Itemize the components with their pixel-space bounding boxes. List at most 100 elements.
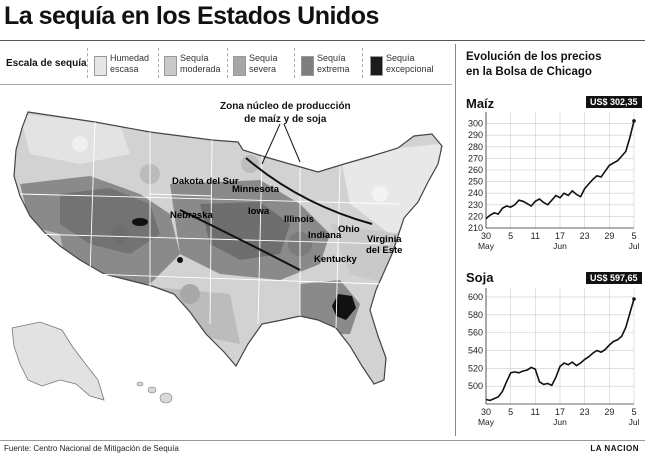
soy-xtick-month: May: [478, 417, 495, 427]
soy-ytick-label: 520: [468, 363, 483, 373]
legend-divider: [158, 48, 160, 78]
state-label-del-este: del Este: [366, 245, 403, 256]
soy-price-badge: US$ 597,65: [586, 272, 642, 284]
state-label-minnesota: Minnesota: [232, 184, 279, 195]
legend-swatch: [164, 56, 177, 76]
state-label-illinois: Illinois: [284, 214, 315, 225]
legend-label: Sequía severa: [249, 53, 278, 75]
page-title: La sequía en los Estados Unidos: [4, 2, 379, 30]
legend-label: Humedad escasa: [110, 53, 149, 75]
legend-label-line1: Sequía: [386, 53, 415, 63]
footer-rule: [0, 440, 645, 441]
zone-label-line1: Zona núcleo de producción: [220, 101, 351, 112]
title-rule: [0, 40, 645, 41]
legend-label-line2: severa: [249, 64, 277, 74]
soy-chart-title: Soja: [466, 270, 494, 285]
us-outline: [13, 111, 443, 385]
corn-xtick-month: Jul: [629, 241, 640, 251]
soy-ytick-label: 540: [468, 345, 483, 355]
legend-divider: [362, 48, 364, 78]
legend-label-line1: Humedad: [110, 53, 150, 63]
state-label-iowa: Iowa: [248, 206, 270, 217]
corn-xtick-label: 11: [531, 231, 540, 241]
soy-ytick-label: 600: [468, 292, 483, 302]
corn-price-badge: US$ 302,35: [586, 96, 642, 108]
soy-ytick-label: 500: [468, 381, 483, 391]
soy-xtick-month: Jul: [629, 417, 640, 427]
soy-xtick-label: 29: [604, 407, 614, 417]
zone-pointer: [261, 123, 281, 165]
hawaii-islands: [136, 381, 173, 404]
legend-swatch: [370, 56, 383, 76]
corn-xtick-label: 5: [631, 231, 636, 241]
corn-ytick-label: 300: [468, 119, 483, 129]
state-label-nebraska: Nebraska: [170, 210, 213, 221]
corn-ytick-label: 270: [468, 153, 483, 163]
legend-label-line2: excepcional: [386, 64, 434, 74]
legend-label: Sequía extrema: [317, 53, 350, 75]
us-map-svg: [11, 111, 443, 404]
corn-xtick-month: May: [478, 241, 495, 251]
legend-label-line1: Sequía: [317, 53, 346, 63]
corn-series-line: [485, 120, 635, 220]
us-mainland: [14, 112, 442, 384]
legend-label-line2: extrema: [317, 64, 350, 74]
state-label-virginia: Virginia: [366, 234, 402, 245]
corn-ytick-label: 250: [468, 177, 483, 187]
soy-xtick-label: 11: [531, 407, 540, 417]
legend-title: Escala de sequía: [6, 58, 87, 69]
legend-divider: [87, 48, 89, 78]
corn-xtick-label: 5: [508, 231, 513, 241]
soy-xtick-label: 5: [631, 407, 636, 417]
state-label-ohio: Ohio: [338, 224, 360, 235]
corn-xtick-label: 23: [580, 231, 590, 241]
state-label-kentucky: Kentucky: [314, 254, 357, 265]
legend-swatch: [301, 56, 314, 76]
legend-divider: [227, 48, 229, 78]
zone-label: Zona núcleo de producción de maíz y de s…: [220, 100, 351, 126]
corn-xtick-label: 17: [555, 231, 565, 241]
corn-ytick-label: 260: [468, 165, 483, 175]
corn-last-point: [632, 119, 636, 123]
prices-title-line1: Evolución de los precios: [466, 51, 602, 63]
corn-ytick-label: 290: [468, 130, 483, 140]
drought-legend: Escala de sequía Humedad escasa Sequía mod…: [0, 44, 452, 82]
drought-map: Zona núcleo de producción de maíz y de s…: [0, 84, 452, 440]
corn-ytick-label: 280: [468, 142, 483, 152]
corn-ytick-label: 240: [468, 188, 483, 198]
prices-title-line2: en la Bolsa de Chicago: [466, 66, 592, 78]
brand-logo: LA NACION: [590, 444, 639, 453]
state-label-virginia-este: Virginia del Este: [366, 234, 402, 256]
legend-swatch: [94, 56, 107, 76]
zone-pointer: [283, 123, 301, 163]
legend-label-line1: Sequía: [249, 53, 278, 63]
corn-ytick-label: 210: [468, 223, 483, 233]
panel-divider: [455, 44, 456, 436]
soy-last-point: [632, 297, 636, 301]
corn-ytick-label: 230: [468, 200, 483, 210]
soy-xtick-label: 23: [580, 407, 590, 417]
soy-ytick-label: 560: [468, 328, 483, 338]
corn-xtick-label: 30: [481, 231, 491, 241]
state-borders: [19, 121, 401, 329]
zone-arc-north: [245, 157, 373, 225]
soy-xtick-month: Jun: [553, 417, 567, 427]
soy-xtick-label: 17: [555, 407, 565, 417]
corn-xtick-month: Jun: [553, 241, 567, 251]
legend-label-line1: Sequía: [180, 53, 209, 63]
legend-label-line2: moderada: [180, 64, 221, 74]
legend-divider: [294, 48, 296, 78]
soy-xtick-label: 5: [508, 407, 513, 417]
corn-ytick-label: 220: [468, 211, 483, 221]
corn-chart-title: Maíz: [466, 96, 495, 111]
legend-label: Sequía moderada: [180, 53, 221, 75]
legend-label-line2: escasa: [110, 64, 139, 74]
state-label-indiana: Indiana: [308, 230, 342, 241]
zone-arc-south: [179, 209, 301, 271]
corn-xtick-label: 29: [604, 231, 614, 241]
zone-label-line2: de maíz y de soja: [244, 114, 327, 125]
legend-rule: [0, 84, 452, 85]
alaska-shape: [11, 321, 105, 401]
